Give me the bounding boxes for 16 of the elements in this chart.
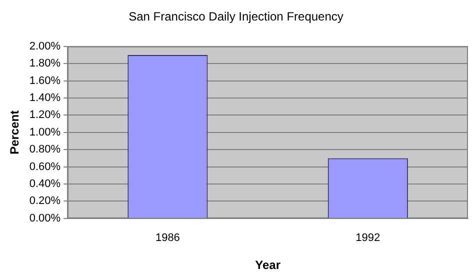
y-tick-label: 0.20% <box>29 195 61 208</box>
y-tick-label: 1.80% <box>29 58 61 70</box>
x-tick-label: 1992 <box>356 232 380 244</box>
y-tick-label: 0.60% <box>29 160 61 173</box>
chart-title: San Francisco Daily Injection Frequency <box>128 10 344 24</box>
y-axis-title: Percent <box>8 110 22 154</box>
x-axis-title: Year <box>255 258 281 272</box>
y-tick-label: 1.60% <box>29 74 61 87</box>
y-tick-label: 1.00% <box>29 126 61 138</box>
y-tick-label: 1.20% <box>29 109 61 122</box>
x-tick-label: 1986 <box>155 232 180 244</box>
y-tick-label: 0.00% <box>29 212 61 224</box>
y-tick-label: 0.80% <box>29 144 61 156</box>
y-tick-label: 0.40% <box>29 178 61 190</box>
y-tick-label: 1.40% <box>29 92 61 104</box>
y-tick-label: 2.00% <box>29 40 61 52</box>
